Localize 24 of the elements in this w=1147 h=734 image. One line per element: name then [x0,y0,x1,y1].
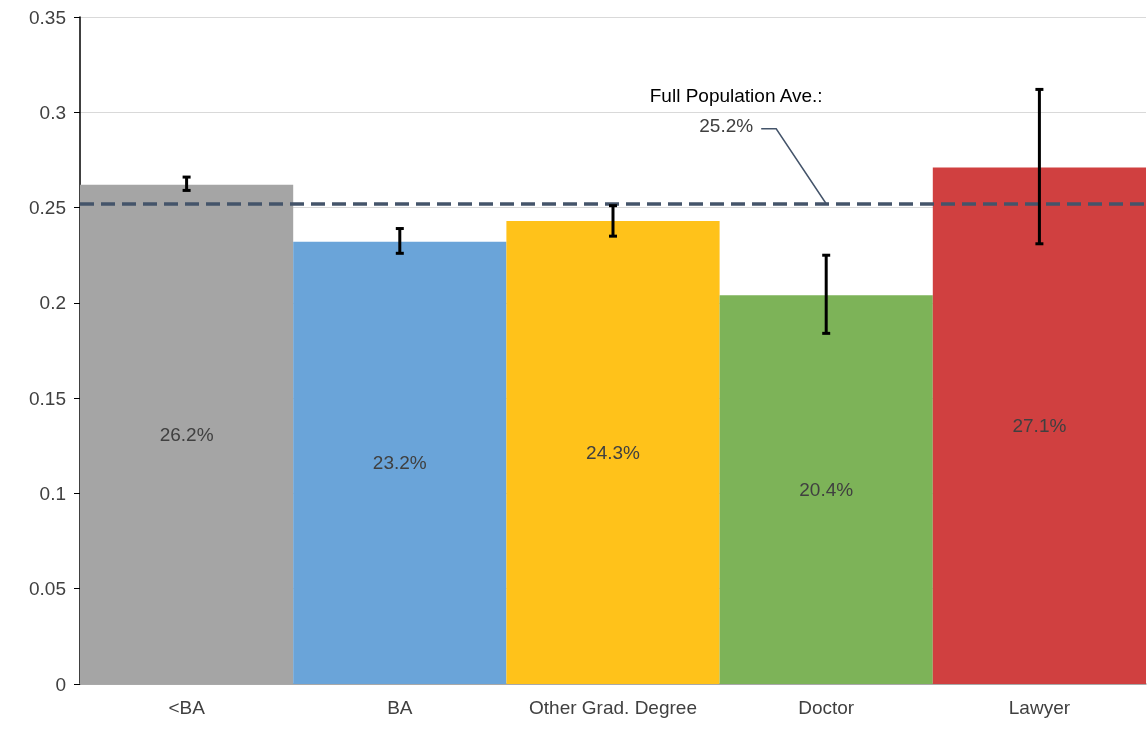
y-tick-label: 0.25 [29,197,66,219]
data-label: 20.4% [799,479,854,501]
y-tick-label: 0.35 [29,6,66,28]
y-tick-label: 0.2 [39,292,66,314]
bar [932,167,1146,684]
ref-line-label: Full Population Ave.: [649,85,823,107]
bar [719,295,933,684]
y-tick-label: 0.3 [39,101,66,123]
x-tick-label: Lawyer [1008,697,1071,718]
y-tick-label: 0.15 [29,387,66,409]
x-tick-label: Other Grad. Degree [529,697,697,718]
x-tick-label: Doctor [798,697,855,718]
bar [506,220,720,684]
y-tick-label: 0 [55,673,66,695]
y-tick-label: 0.05 [29,578,66,600]
bar [293,241,507,684]
data-label: 27.1% [1012,415,1067,437]
annotation: 25.2% [699,115,754,137]
x-tick-label: BA [387,697,413,718]
data-label: 24.3% [586,441,641,463]
x-tick-label: <BA [168,697,206,718]
data-label: 23.2% [372,452,427,474]
y-tick-label: 0.1 [39,482,66,504]
data-label: 26.2% [159,423,214,445]
